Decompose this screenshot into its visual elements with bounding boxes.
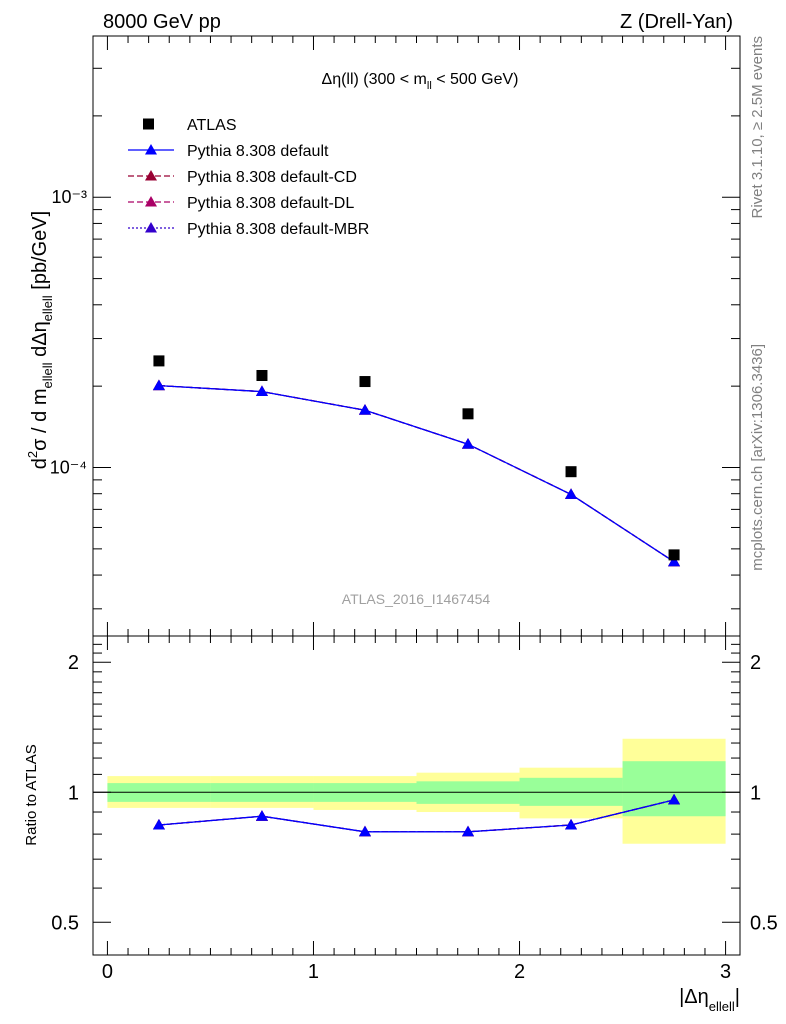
- y-tick-label: 10⁻³: [51, 187, 87, 207]
- ratio-series-0-marker: [255, 810, 268, 821]
- main-series-1-marker: [255, 385, 268, 397]
- ratio-y-axis-label: Ratio to ATLAS: [23, 744, 40, 845]
- x-tick-label: 2: [514, 961, 525, 983]
- ratio-y-tick-label: 2: [68, 652, 79, 674]
- legend-label: Pythia 8.308 default: [187, 143, 329, 160]
- atlas-point: [668, 549, 680, 561]
- main-series-1-marker: [668, 555, 681, 567]
- main-series-1-line: [158, 384, 675, 563]
- main-title: Δη(ll) (300 < mll < 500 GeV): [322, 71, 519, 92]
- ratio-y-tick-label-right: 0.5: [750, 912, 778, 934]
- main-series-3-line: [158, 384, 675, 563]
- legend-label: Pythia 8.308 default-MBR: [187, 221, 369, 238]
- atlas-point: [153, 355, 165, 367]
- svg-text:d2σ / d mellell dΔηellell [pb/: d2σ / d mellell dΔηellell [pb/GeV]: [25, 211, 55, 469]
- legend-marker: [145, 222, 157, 233]
- ratio-series-0-marker: [152, 818, 165, 830]
- legend-marker: [145, 144, 157, 155]
- watermark: ATLAS_2016_I1467454: [342, 591, 491, 607]
- legend-marker: [145, 196, 157, 207]
- legend-marker: [145, 170, 157, 181]
- x-tick-label: 1: [308, 961, 319, 983]
- ratio-series-0-marker: [462, 825, 475, 837]
- y-tick-label: 10⁻⁴: [50, 458, 87, 478]
- atlas-point: [462, 408, 474, 420]
- main-series-2-line: [158, 384, 675, 563]
- x-tick-label: 3: [720, 961, 731, 983]
- mcplots-label: mcplots.cern.ch [arXiv:1306.3436]: [749, 344, 766, 571]
- atlas-point: [256, 369, 268, 381]
- x-tick-label: 0: [102, 961, 113, 983]
- ratio-y-tick-label-right: 1: [750, 782, 761, 804]
- legend-label: Pythia 8.308 default-DL: [187, 195, 354, 212]
- main-series-4-line: [158, 384, 675, 563]
- legend-atlas-marker: [143, 118, 154, 130]
- legend-label: ATLAS: [187, 117, 237, 134]
- ratio-band-inner: [622, 761, 726, 817]
- ratio-panel: 0 1 2 3 0.5 0.5 1 1 2 2: [51, 635, 778, 983]
- ratio-series-0-line: [158, 799, 675, 833]
- atlas-point: [359, 376, 371, 388]
- header-right: Z (Drell-Yan): [620, 11, 733, 33]
- main-series-1-marker: [462, 438, 475, 449]
- header-left: 8000 GeV pp: [103, 11, 221, 33]
- main-series-1-marker: [358, 404, 371, 415]
- atlas-point: [565, 466, 577, 478]
- rivet-label: Rivet 3.1.10, ≥ 2.5M events: [749, 36, 766, 219]
- ratio-series-0-marker: [565, 818, 578, 830]
- x-axis-label: |Δηellell|: [679, 986, 740, 1014]
- ratio-y-tick-label: 1: [68, 782, 79, 804]
- ratio-y-tick-label: 0.5: [51, 912, 79, 934]
- main-panel: 10⁻⁴ 10⁻³ ATLAS Pythia 8.308 default Pythia …: [50, 35, 741, 637]
- main-y-axis-label: d2σ / d mellell dΔηellell [pb/GeV]: [25, 211, 55, 469]
- ratio-series-0-marker: [358, 825, 371, 837]
- ratio-series-0-marker: [668, 793, 681, 805]
- main-series-1-marker: [152, 379, 165, 391]
- main-series-1-marker: [565, 488, 578, 499]
- ratio-y-tick-label-right: 2: [750, 652, 761, 674]
- legend-label: Pythia 8.308 default-CD: [187, 169, 357, 186]
